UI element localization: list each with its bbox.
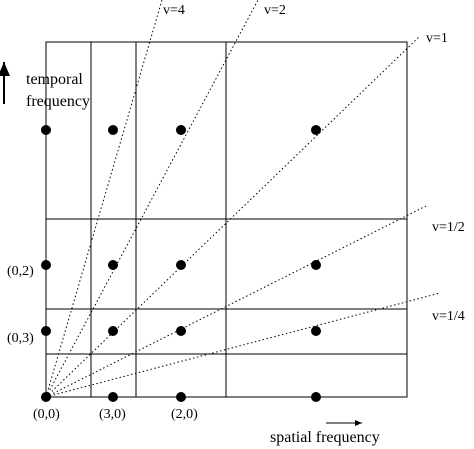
- velocity-rays: [45, 0, 441, 398]
- dot: [108, 125, 118, 135]
- dot: [41, 392, 51, 402]
- ray: [45, 204, 429, 398]
- grid: [45, 41, 408, 398]
- ray: [45, 0, 163, 398]
- point-label: (0,3): [7, 331, 34, 346]
- dot: [176, 326, 186, 336]
- velocity-label: v=1/4: [432, 309, 465, 324]
- velocity-label: v=1: [426, 31, 448, 46]
- ray: [45, 0, 259, 398]
- ray: [45, 35, 421, 398]
- temporal-axis-label: temporal: [26, 71, 83, 88]
- dot: [311, 125, 321, 135]
- temporal-axis-label: frequency: [26, 93, 90, 110]
- point-label: (2,0): [171, 407, 198, 422]
- velocity-label: v=2: [264, 3, 286, 18]
- dot: [176, 125, 186, 135]
- velocity-label: v=1/2: [432, 220, 465, 235]
- point-label: (0,2): [7, 264, 34, 279]
- dot: [108, 326, 118, 336]
- dot: [311, 326, 321, 336]
- dot: [41, 125, 51, 135]
- dot: [311, 260, 321, 270]
- velocity-label: v=4: [163, 3, 185, 18]
- dot: [41, 326, 51, 336]
- point-label: (0,0): [33, 407, 60, 422]
- dots: [41, 125, 321, 402]
- dot: [108, 392, 118, 402]
- dot: [176, 392, 186, 402]
- dot: [176, 260, 186, 270]
- dot: [108, 260, 118, 270]
- dot: [311, 392, 321, 402]
- spatial-axis-label: spatial frequency: [270, 429, 380, 446]
- point-label: (3,0): [99, 407, 126, 422]
- dot: [41, 260, 51, 270]
